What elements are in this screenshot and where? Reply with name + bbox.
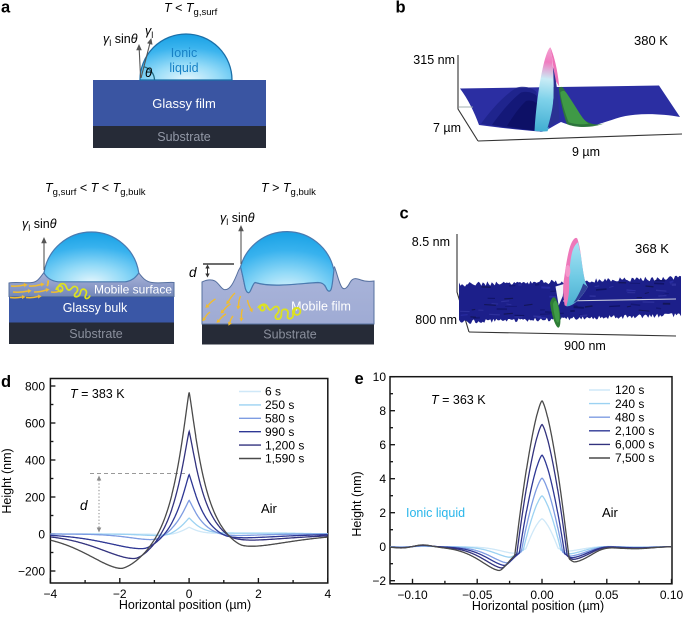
svg-text:200: 200 — [25, 490, 45, 504]
svg-text:d: d — [189, 265, 197, 280]
svg-text:8.5 nm: 8.5 nm — [412, 235, 450, 249]
svg-text:Substrate: Substrate — [263, 328, 317, 342]
svg-text:Glassy film: Glassy film — [152, 96, 216, 111]
svg-text:6,000 s: 6,000 s — [615, 438, 654, 452]
svg-text:6 s: 6 s — [265, 385, 281, 399]
svg-text:0.10: 0.10 — [660, 588, 684, 602]
svg-text:368 K: 368 K — [635, 241, 669, 256]
svg-text:4: 4 — [379, 472, 386, 486]
svg-text:990 s: 990 s — [265, 425, 294, 439]
svg-text:8: 8 — [379, 404, 386, 418]
svg-text:b: b — [396, 0, 406, 17]
svg-text:120 s: 120 s — [615, 383, 644, 397]
svg-text:600: 600 — [25, 416, 45, 430]
svg-text:Mobile surface: Mobile surface — [94, 283, 172, 297]
svg-text:d: d — [1, 373, 11, 391]
svg-text:a: a — [1, 0, 11, 16]
svg-text:θ: θ — [145, 65, 152, 80]
svg-text:Horizontal position (µm): Horizontal position (µm) — [119, 598, 251, 612]
svg-text:800: 800 — [25, 379, 45, 393]
svg-text:γl sinθ: γl sinθ — [220, 211, 255, 227]
svg-text:10: 10 — [373, 370, 387, 384]
svg-text:580 s: 580 s — [265, 412, 294, 426]
svg-text:T = 383 K: T = 383 K — [70, 387, 125, 401]
svg-text:9 µm: 9 µm — [572, 145, 600, 159]
svg-text:2,100 s: 2,100 s — [615, 424, 654, 438]
svg-text:900 nm: 900 nm — [564, 339, 606, 353]
svg-text:−200: −200 — [18, 564, 45, 578]
svg-text:γl sinθ: γl sinθ — [103, 32, 138, 48]
svg-text:liquid: liquid — [169, 61, 198, 75]
svg-text:7,500 s: 7,500 s — [615, 451, 654, 465]
svg-text:1,200 s: 1,200 s — [265, 438, 304, 452]
svg-text:400: 400 — [25, 453, 45, 467]
svg-text:2: 2 — [255, 587, 262, 601]
svg-text:Height (nm): Height (nm) — [0, 448, 14, 513]
svg-text:6: 6 — [379, 438, 386, 452]
svg-text:γl sinθ: γl sinθ — [22, 217, 57, 233]
svg-text:d: d — [80, 498, 88, 513]
svg-text:Height (nm): Height (nm) — [350, 471, 364, 536]
svg-text:380 K: 380 K — [634, 33, 668, 48]
svg-text:Glassy bulk: Glassy bulk — [63, 301, 128, 315]
svg-text:800 nm: 800 nm — [415, 313, 457, 327]
svg-text:240 s: 240 s — [615, 397, 644, 411]
svg-text:−4: −4 — [44, 587, 58, 601]
svg-text:c: c — [400, 205, 409, 223]
svg-text:1,590 s: 1,590 s — [265, 452, 304, 466]
svg-text:Substrate: Substrate — [69, 327, 123, 341]
svg-text:Horizontal position (µm): Horizontal position (µm) — [472, 599, 604, 613]
svg-text:Air: Air — [261, 501, 278, 516]
svg-text:e: e — [355, 370, 364, 388]
svg-text:T = 363 K: T = 363 K — [431, 393, 486, 407]
svg-text:250 s: 250 s — [265, 398, 294, 412]
svg-text:Ionic: Ionic — [171, 46, 197, 60]
svg-text:0: 0 — [379, 540, 386, 554]
svg-text:Air: Air — [602, 505, 619, 520]
svg-text:Ionic liquid: Ionic liquid — [406, 506, 465, 520]
svg-text:4: 4 — [324, 587, 331, 601]
svg-text:480 s: 480 s — [615, 410, 644, 424]
svg-text:−0.10: −0.10 — [397, 588, 428, 602]
svg-text:7 µm: 7 µm — [433, 121, 461, 135]
svg-text:−2: −2 — [372, 574, 386, 588]
svg-text:0: 0 — [38, 527, 45, 541]
svg-text:2: 2 — [379, 506, 386, 520]
svg-text:315 nm: 315 nm — [413, 53, 455, 67]
svg-text:Substrate: Substrate — [157, 130, 211, 144]
